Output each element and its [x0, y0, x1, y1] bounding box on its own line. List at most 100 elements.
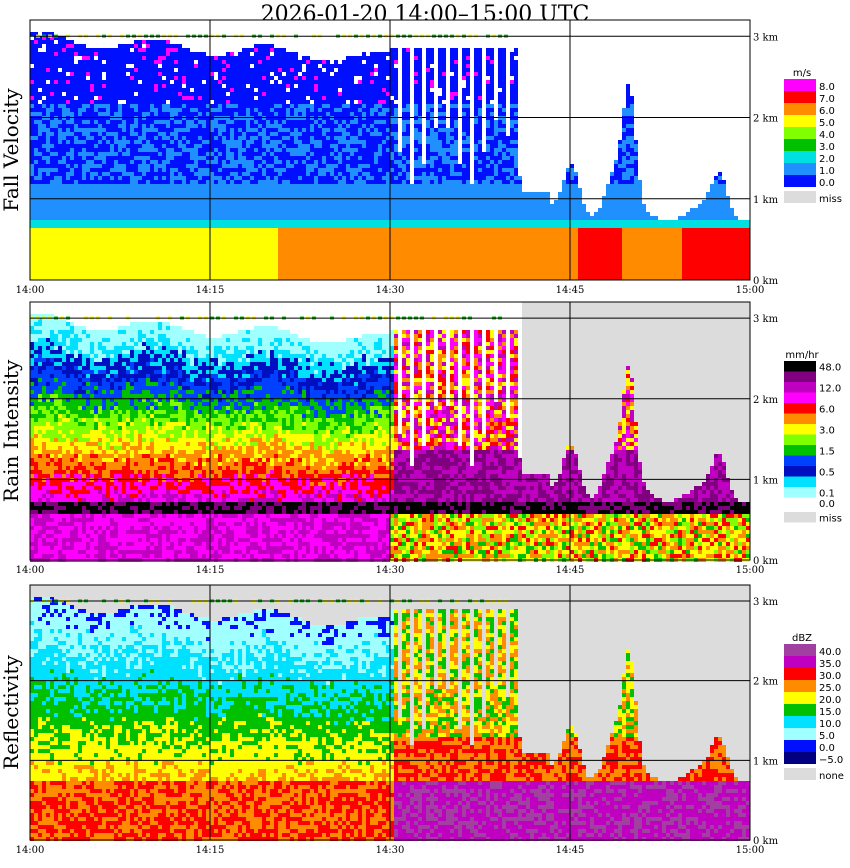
heatmap-cell	[362, 56, 366, 60]
heatmap-cell	[226, 148, 230, 152]
heatmap-cell	[90, 140, 94, 144]
heatmap-cell	[290, 200, 294, 204]
heatmap-cell	[86, 252, 90, 256]
heatmap-cell	[230, 84, 234, 88]
heatmap-cell	[186, 268, 190, 272]
heatmap-cell	[314, 252, 318, 256]
heatmap-cell	[114, 208, 118, 212]
heatmap-cell	[270, 264, 274, 268]
heatmap-cell	[346, 184, 350, 188]
heatmap-cell	[230, 60, 234, 64]
heatmap-cell	[102, 120, 106, 124]
heatmap-cell	[222, 212, 226, 216]
heatmap-cell	[46, 248, 50, 252]
heatmap-cell	[270, 76, 274, 80]
heatmap-cell	[274, 80, 278, 84]
heatmap-cell	[342, 212, 346, 216]
heatmap-cell	[194, 268, 198, 272]
heatmap-cell	[50, 276, 54, 280]
heatmap-cell	[266, 44, 270, 48]
heatmap-cell	[230, 228, 234, 232]
heatmap-cell	[170, 196, 174, 200]
heatmap-cell	[282, 88, 286, 92]
heatmap-cell	[146, 56, 150, 60]
heatmap-cell	[326, 136, 330, 140]
heatmap-cell	[262, 112, 266, 116]
heatmap-cell	[254, 256, 258, 260]
heatmap-cell	[122, 68, 126, 72]
heatmap-cell	[198, 88, 202, 92]
heatmap-cell	[114, 124, 118, 128]
heatmap-cell	[54, 220, 58, 224]
heatmap-cell	[118, 80, 122, 84]
heatmap-cell	[166, 244, 170, 248]
heatmap-cell	[42, 68, 46, 72]
heatmap-cell	[54, 72, 58, 76]
heatmap-cell	[234, 184, 238, 188]
heatmap-cell	[354, 92, 358, 96]
heatmap-cell	[30, 212, 34, 216]
heatmap-cell	[158, 144, 162, 148]
heatmap-cell	[322, 72, 326, 76]
heatmap-cell	[94, 152, 98, 156]
heatmap-cell	[42, 112, 46, 116]
heatmap-cell	[118, 60, 122, 64]
heatmap-cell	[274, 48, 278, 52]
heatmap-cell	[150, 96, 154, 100]
heatmap-cell	[218, 156, 222, 160]
heatmap-cell	[322, 264, 326, 268]
heatmap-cell	[86, 88, 90, 92]
heatmap-cell	[286, 132, 290, 136]
heatmap-cell	[234, 84, 238, 88]
heatmap-cell	[62, 248, 66, 252]
heatmap-cell	[358, 220, 362, 224]
heatmap-cell	[198, 236, 202, 240]
heatmap-cell	[138, 152, 142, 156]
heatmap-cell	[210, 192, 214, 196]
heatmap-cell	[370, 184, 374, 188]
heatmap-cell	[34, 244, 38, 248]
heatmap-cell	[142, 152, 146, 156]
heatmap-cell	[270, 92, 274, 96]
heatmap-cell	[334, 136, 338, 140]
heatmap-cell	[178, 236, 182, 240]
heatmap-cell	[182, 120, 186, 124]
heatmap-cell	[278, 88, 282, 92]
heatmap-cell	[166, 208, 170, 212]
heatmap-cell	[34, 236, 38, 240]
heatmap-cell	[46, 168, 50, 172]
heatmap-cell	[178, 184, 182, 188]
heatmap-cell	[190, 136, 194, 140]
heatmap-cell	[238, 180, 242, 184]
heatmap-cell	[294, 152, 298, 156]
heatmap-cell	[202, 140, 206, 144]
heatmap-cell	[66, 40, 70, 44]
heatmap-cell	[186, 64, 190, 68]
heatmap-cell	[270, 152, 274, 156]
heatmap-cell	[234, 200, 238, 204]
heatmap-cell	[110, 56, 114, 60]
heatmap-cell	[62, 52, 66, 56]
heatmap-cell	[102, 172, 106, 176]
heatmap-cell	[190, 264, 194, 268]
heatmap-cell	[122, 192, 126, 196]
heatmap-cell	[262, 100, 266, 104]
heatmap-cell	[210, 152, 214, 156]
heatmap-cell	[298, 264, 302, 268]
heatmap-cell	[246, 276, 250, 280]
heatmap-cell	[138, 224, 142, 228]
heatmap-cell	[114, 236, 118, 240]
heatmap-cell	[182, 240, 186, 244]
heatmap-cell	[146, 128, 150, 132]
heatmap-cell	[82, 260, 86, 264]
heatmap-cell	[278, 208, 282, 212]
heatmap-cell	[118, 220, 122, 224]
heatmap-cell	[254, 200, 258, 204]
heatmap-cell	[354, 56, 358, 60]
heatmap-cell	[110, 124, 114, 128]
heatmap-cell	[106, 128, 110, 132]
heatmap-cell	[130, 264, 134, 268]
heatmap-cell	[326, 252, 330, 256]
heatmap-cell	[194, 260, 198, 264]
heatmap-cell	[118, 120, 122, 124]
